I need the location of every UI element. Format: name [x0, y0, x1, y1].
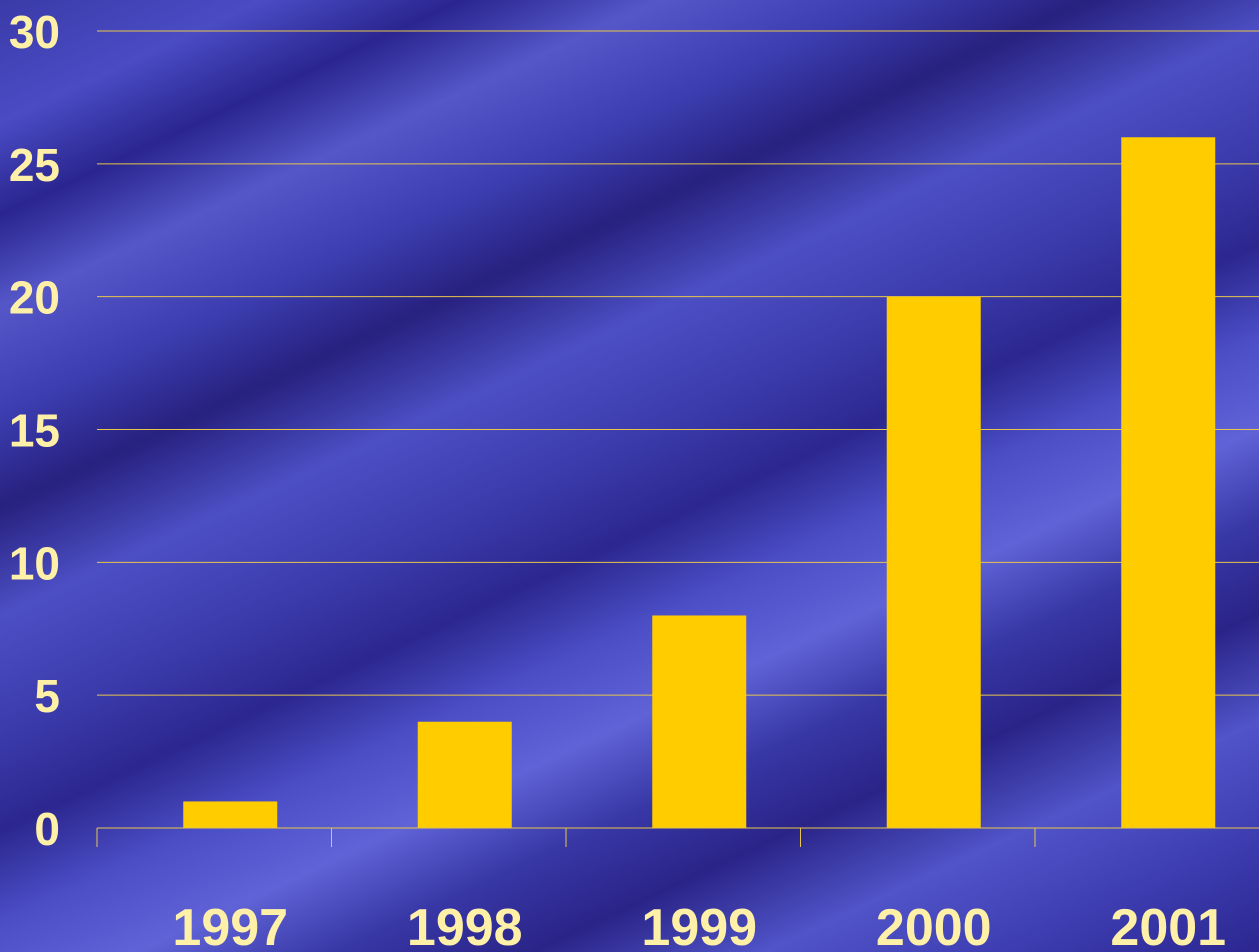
x-tick-label-2000: 2000	[876, 899, 992, 952]
x-tick-label-1999: 1999	[641, 899, 757, 952]
x-tick-label-1997: 1997	[172, 899, 288, 952]
bar-1998	[417, 721, 512, 828]
x-axis	[96, 827, 1259, 847]
bar-2000	[886, 296, 981, 829]
bar-2001	[1121, 137, 1216, 828]
bar-1999	[652, 615, 747, 828]
gridlines	[97, 30, 1259, 696]
y-tick-label-15: 15	[9, 405, 60, 457]
y-tick-label-5: 5	[34, 670, 60, 722]
y-tick-label-30: 30	[9, 6, 60, 58]
y-tick-label-10: 10	[9, 537, 60, 589]
x-tick-label-2001: 2001	[1110, 899, 1226, 952]
y-tick-label-20: 20	[9, 272, 60, 324]
x-tick-label-1998: 1998	[407, 899, 523, 952]
bars	[183, 137, 1216, 829]
y-tick-label-25: 25	[9, 139, 60, 191]
y-axis-tick-labels: 0 5 10 15 20 25 30	[9, 6, 60, 855]
y-tick-label-0: 0	[34, 803, 60, 855]
bar-1997	[183, 801, 278, 828]
x-axis-tick-labels: 1997 1998 1999 2000 2001	[172, 899, 1226, 952]
